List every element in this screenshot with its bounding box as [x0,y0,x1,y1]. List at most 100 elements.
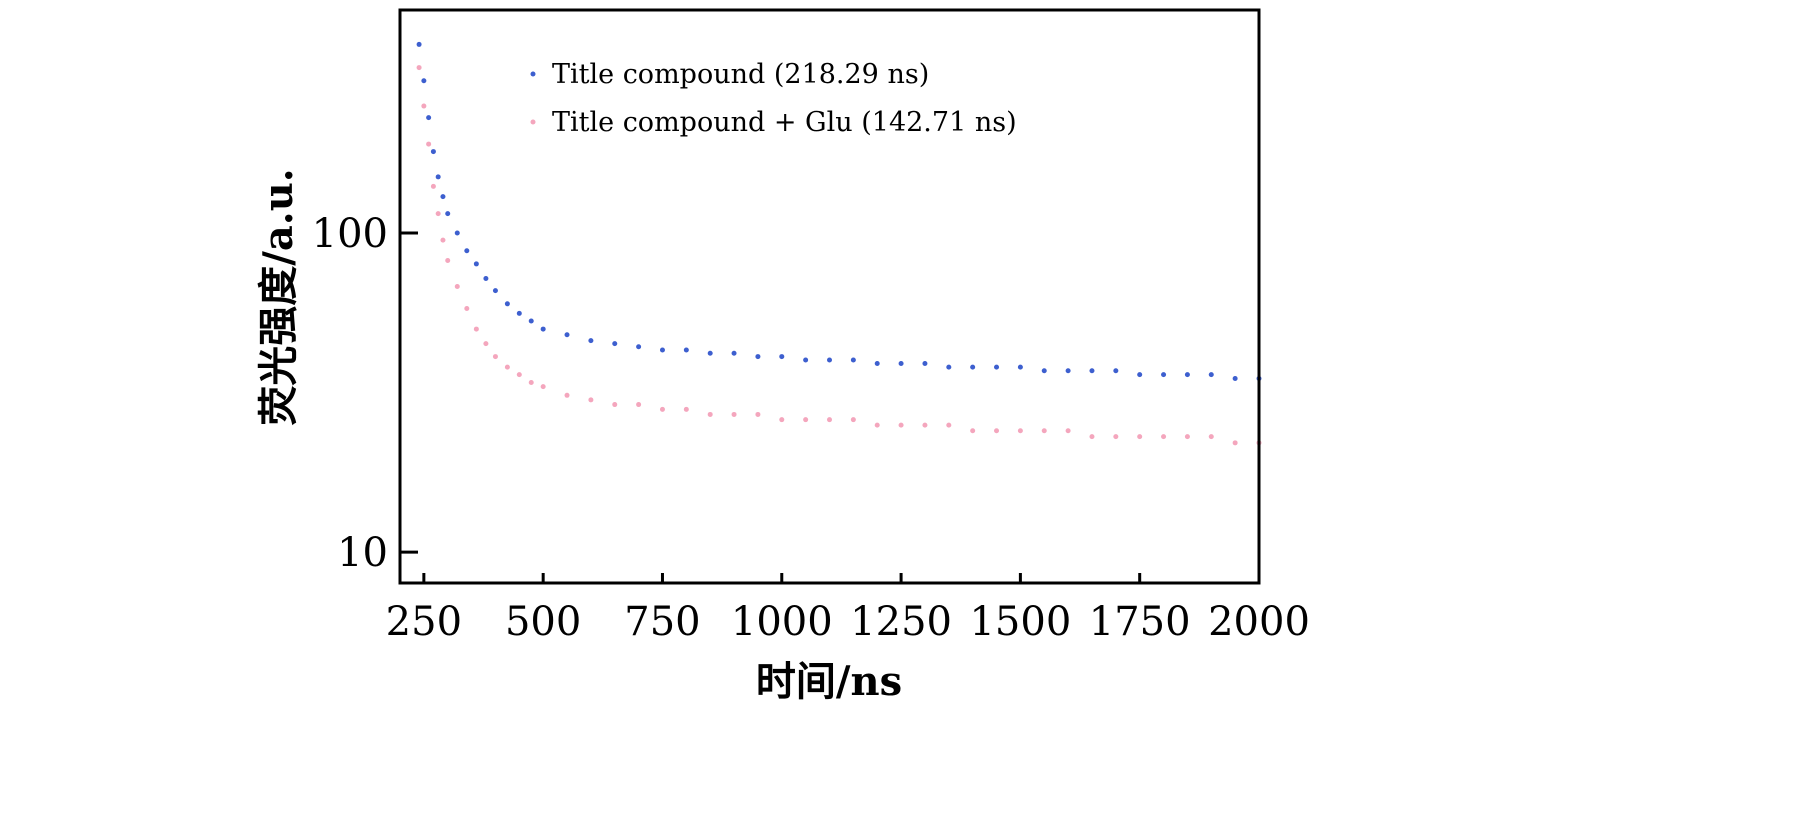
point-title-compound [564,332,570,338]
point-title-compound [1232,375,1238,381]
point-title-compound-glu [483,341,489,347]
point-title-compound [850,357,856,363]
point-title-compound-glu [540,384,546,390]
point-title-compound-glu [1017,428,1023,434]
point-title-compound-glu [1089,434,1095,440]
point-title-compound-glu [850,417,856,423]
point-title-compound-glu [755,411,761,417]
x-tick-label: 2000 [1208,599,1310,645]
point-title-compound-glu [1113,434,1119,440]
point-title-compound-glu [588,397,594,403]
point-title-compound [483,276,489,282]
point-title-compound-glu [528,380,534,386]
point-title-compound-glu [683,406,689,412]
point-title-compound [464,248,470,254]
point-title-compound-glu [803,417,809,423]
point-title-compound-glu [435,211,441,217]
legend-label-title-compound-glu: Title compound + Glu (142.71 ns) [552,107,1017,138]
point-title-compound-glu [827,417,832,423]
x-tick-label: 500 [505,599,581,645]
y-axis-title: 荧光强度/a.u. [255,168,302,425]
point-title-compound [426,115,432,121]
plot-frame [398,8,1261,585]
point-title-compound-glu [731,411,737,417]
point-title-compound [454,230,460,236]
point-title-compound-glu [1041,428,1047,434]
point-title-compound-glu [492,354,498,360]
point-title-compound [898,360,904,366]
point-title-compound-glu [970,428,976,434]
point-title-compound [874,360,880,366]
point-title-compound [1041,368,1047,374]
point-title-compound [1137,372,1143,378]
point-title-compound [731,350,737,356]
point-title-compound [588,338,594,344]
point-title-compound [421,78,427,84]
point-title-compound [946,364,952,370]
point-title-compound-glu [473,326,479,332]
point-title-compound-glu [416,65,422,71]
point-title-compound-glu [1232,440,1238,446]
point-title-compound-glu [454,283,460,289]
point-title-compound-glu [1184,434,1190,440]
point-title-compound [1184,372,1190,378]
legend-label-title-compound: Title compound (218.29 ns) [552,59,929,90]
point-title-compound [528,318,534,324]
point-title-compound-glu [898,422,904,428]
point-title-compound-glu [612,402,618,408]
point-title-compound-glu [504,364,510,370]
point-title-compound [492,288,498,294]
y-tick-label: 100 [312,211,388,257]
point-title-compound-glu [659,406,665,412]
x-tick-label: 1000 [731,599,833,645]
point-title-compound-glu [946,422,952,428]
point-title-compound [1065,368,1071,374]
legend: Title compound (218.29 ns) Title compoun… [530,59,1017,138]
x-axis-title: 时间/ns [756,658,902,705]
point-title-compound [612,341,618,347]
point-title-compound [540,326,546,332]
point-title-compound [504,301,510,307]
y-tick-label: 10 [337,530,388,576]
point-title-compound [473,261,479,267]
point-title-compound [922,360,928,366]
point-title-compound-glu [707,411,713,417]
point-title-compound-glu [426,141,432,147]
point-title-compound [440,194,446,200]
point-title-compound-glu [564,392,570,398]
point-title-compound [1017,364,1023,370]
x-tick-label: 250 [386,599,462,645]
point-title-compound [516,310,522,316]
point-title-compound [827,357,832,363]
point-title-compound [970,364,976,370]
data-points [416,41,1262,446]
legend-marker-title-compound-glu [530,119,536,125]
point-title-compound-glu [1137,434,1143,440]
point-title-compound-glu [430,183,436,189]
point-title-compound [755,354,761,360]
point-title-compound-glu [464,305,470,311]
point-title-compound-glu [779,417,785,423]
point-title-compound [445,211,451,217]
point-title-compound-glu [445,258,451,264]
point-title-compound [994,364,1000,370]
y-axis-ticks: 10 100 [312,211,418,576]
legend-marker-title-compound [530,71,536,77]
x-axis-ticks: 250 500 750 1000 1250 1500 1750 2000 [386,573,1310,645]
point-title-compound [416,41,422,47]
point-title-compound [683,347,689,353]
x-tick-label: 1500 [969,599,1071,645]
point-title-compound-glu [440,237,446,243]
point-title-compound-glu [1161,434,1167,440]
point-title-compound [1113,368,1119,374]
point-title-compound-glu [1065,428,1071,434]
point-title-compound [659,347,665,353]
point-title-compound [779,354,785,360]
point-title-compound [707,350,713,356]
point-title-compound [1161,372,1167,378]
point-title-compound [803,357,809,363]
point-title-compound-glu [874,422,880,428]
x-tick-label: 1750 [1089,599,1191,645]
point-title-compound-glu [994,428,1000,434]
